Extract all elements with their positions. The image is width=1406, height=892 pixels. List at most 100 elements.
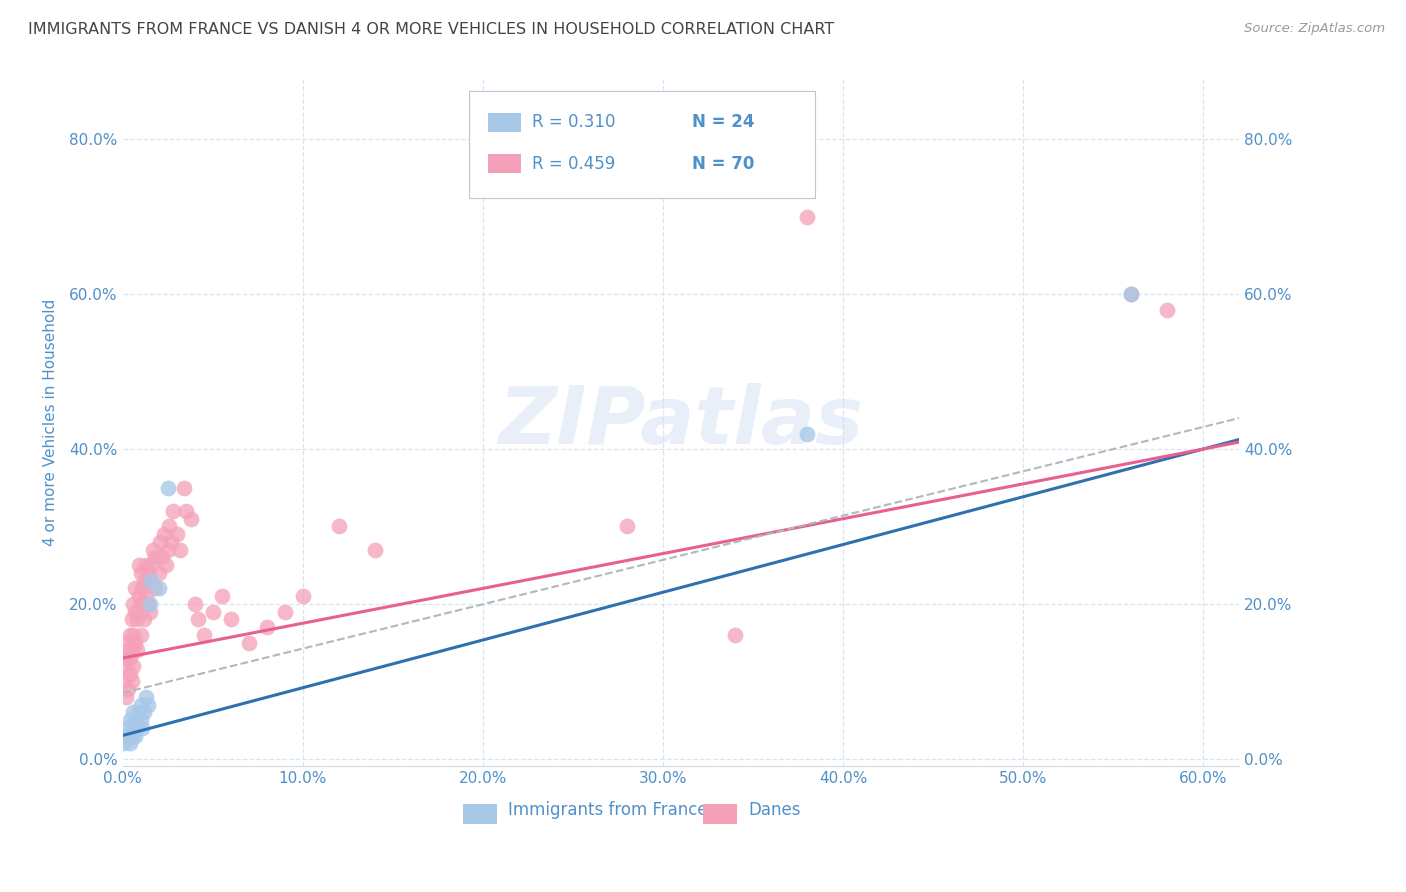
Point [166,527,188,541]
Point [129,566,152,580]
Point [121,674,143,689]
Text: N = 70: N = 70 [692,154,755,172]
Point [138,605,160,619]
Point [129,628,152,642]
Point [125,721,148,735]
Point [138,597,160,611]
Text: R = 0.310: R = 0.310 [533,113,616,131]
Point [112,651,135,665]
Point [118,736,141,750]
Point [124,582,146,596]
Point [128,706,150,720]
Point [796,210,818,224]
Point [136,566,159,580]
FancyBboxPatch shape [468,91,815,198]
Point [1121,287,1143,301]
Point [238,635,260,649]
Point [136,698,159,712]
Point [131,721,153,735]
Point [135,558,157,573]
Point [156,481,179,495]
Y-axis label: 4 or more Vehicles in Household: 4 or more Vehicles in Household [44,298,58,546]
Text: Danes: Danes [748,801,800,819]
Point [134,612,156,626]
Point [143,550,166,565]
Point [1156,302,1178,317]
Point [134,706,156,720]
Point [129,597,152,611]
Point [117,721,139,735]
Point [121,612,143,626]
Point [183,597,205,611]
Point [124,729,146,743]
Point [616,519,638,533]
Point [193,628,215,642]
Point [157,519,180,533]
Point [124,605,146,619]
Point [273,605,295,619]
Point [143,582,166,596]
Point [115,729,138,743]
Point [211,589,233,603]
Point [118,628,141,642]
Point [125,612,148,626]
Point [122,721,145,735]
Point [121,643,143,657]
Point [117,681,139,696]
Point [129,713,152,727]
Point [796,426,818,441]
Point [174,504,197,518]
Point [148,582,170,596]
FancyBboxPatch shape [463,805,496,823]
Point [118,713,141,727]
FancyBboxPatch shape [703,805,737,823]
Point [150,550,173,565]
Point [160,535,183,549]
Point [169,542,191,557]
Point [201,605,224,619]
Point [141,558,163,573]
Point [155,558,177,573]
Point [115,690,138,704]
Point [153,527,176,541]
FancyBboxPatch shape [488,154,522,173]
Text: N = 24: N = 24 [692,113,755,131]
Point [122,706,145,720]
Point [115,658,138,673]
Point [724,628,747,642]
Point [118,651,141,665]
Point [156,542,179,557]
Point [118,666,141,681]
Text: Immigrants from France: Immigrants from France [508,801,707,819]
Point [180,512,202,526]
Point [328,519,350,533]
Point [131,582,153,596]
Point [256,620,278,634]
Point [124,713,146,727]
Point [128,589,150,603]
Point [135,589,157,603]
Point [135,690,157,704]
Point [129,698,152,712]
Point [121,729,143,743]
Point [134,574,156,588]
Point [122,628,145,642]
Point [187,612,209,626]
Text: Source: ZipAtlas.com: Source: ZipAtlas.com [1244,22,1385,36]
Point [125,643,148,657]
Point [219,612,242,626]
Point [148,566,170,580]
Point [1121,287,1143,301]
Point [122,597,145,611]
Point [117,643,139,657]
Point [141,574,163,588]
Text: ZIPatlas: ZIPatlas [498,383,863,461]
Point [115,635,138,649]
Point [149,535,172,549]
Point [122,658,145,673]
Point [291,589,314,603]
Point [142,542,165,557]
Point [128,558,150,573]
Point [364,542,387,557]
Text: IMMIGRANTS FROM FRANCE VS DANISH 4 OR MORE VEHICLES IN HOUSEHOLD CORRELATION CHA: IMMIGRANTS FROM FRANCE VS DANISH 4 OR MO… [28,22,834,37]
